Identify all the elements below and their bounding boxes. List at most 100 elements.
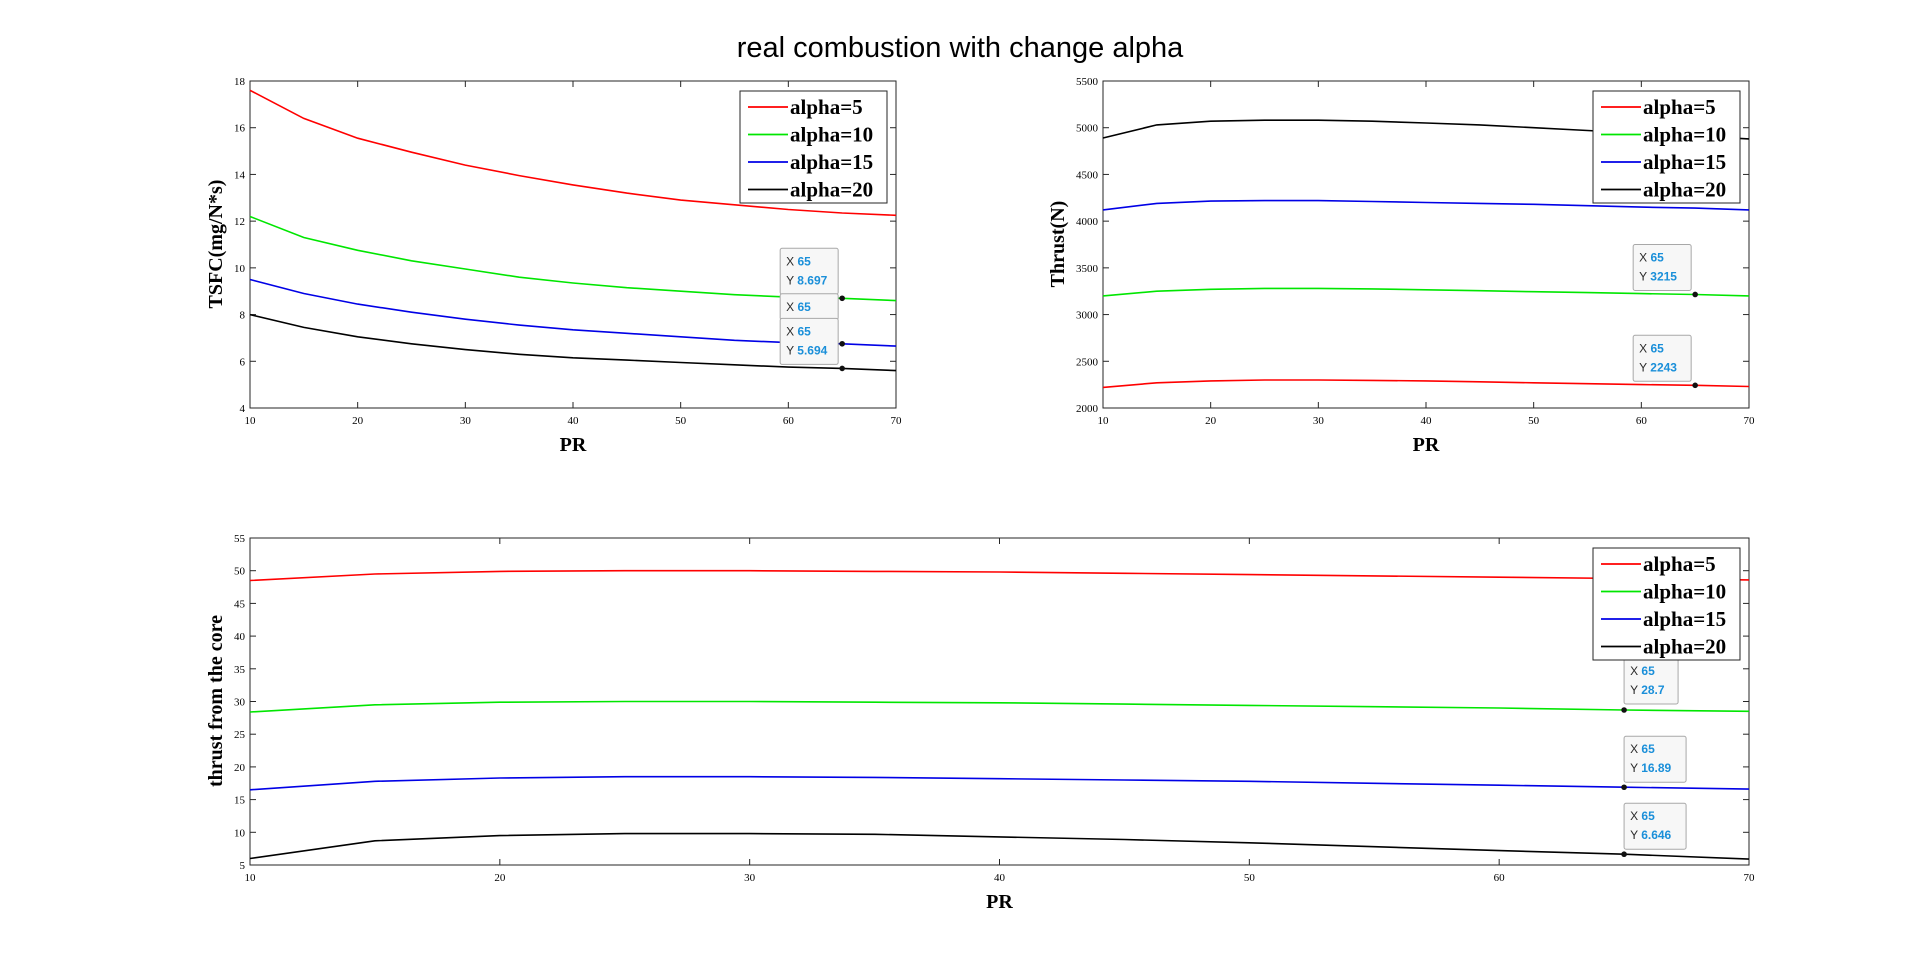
x-tick-label: 70 [1744,872,1756,884]
y-tick-label: 35 [234,664,246,676]
datatip-marker [1692,291,1698,298]
datatip: X 65Y 8.697 [779,247,839,295]
legend-label: alpha=10 [1643,580,1726,604]
datatip-marker [839,295,845,302]
subplot-3: 10 20 30 40 50 60 70510152025303540455055PRthr… [205,533,1755,913]
y-tick-label: 25 [234,729,246,741]
x-tick-label: 10 [245,872,257,884]
subplots: 10 20 30 40 50 60 70 4 6 8 10 12 14 16 18 PR TSFC(mg/N*s… [205,76,1755,913]
datatip-y-key: Y [786,343,797,357]
datatip-y-text: Y 5.694 [786,343,827,357]
datatip: X 65Y 5.694 [779,317,839,365]
datatip-x-value: 65 [1641,742,1655,756]
y-tick-label: 2500 [1076,356,1099,368]
y-tick-label: 5500 [1076,76,1099,88]
datatip-x-key: X [1639,341,1650,355]
legend-box [739,90,888,204]
subplot-2: 10 20 30 40 50 60 70 2000 2500 3000 3500 4000 4500 50… [1047,76,1755,456]
series-line-alpha=5 [249,89,897,217]
datatip-y-key: Y [1639,360,1650,374]
x-tick-label: 50 [1528,415,1540,427]
datatip-x-key: X [786,324,797,338]
y-tick-label: 5 [240,860,246,872]
y-tick-label: 30 [234,697,246,709]
x-tick-label: 20 [352,415,364,427]
axes-box [249,537,1750,866]
x-tick-label: 10 [1098,415,1110,427]
series-line-alpha=15 [249,775,1750,791]
legend-label: alpha=20 [790,178,873,202]
datatip: X 65 Y 3215 [1632,243,1692,291]
x-tick-label: 40 [994,872,1006,884]
datatip-x-text: X 65 [786,300,811,314]
datatip-x-text: X 65 [1639,341,1664,355]
legend-label: alpha=5 [1643,95,1716,119]
datatip-y-value: 3215 [1650,269,1677,283]
datatip: X 65Y 28.7 [1623,657,1679,705]
datatip-x-text: X 65 [1630,742,1655,756]
datatip-marker [839,340,845,347]
series-line-alpha=20 [249,832,1750,860]
datatip-marker [1692,382,1698,389]
series-line-alpha=15 [1102,199,1750,211]
y-tick-label: 4500 [1076,169,1099,181]
y-tick-label: 10 [234,263,246,275]
datatip-y-key: Y [786,273,797,287]
x-axis-label: PR [560,434,587,456]
x-tick-label: 70 [1744,415,1756,427]
x-tick-label: 60 [1636,415,1648,427]
y-tick-label: 20 [234,762,246,774]
datatip-y-value: 5.694 [797,343,827,357]
y-tick-label: 3500 [1076,263,1099,275]
legend-label: alpha=15 [1643,150,1726,174]
datatip-y-key: Y [1630,683,1641,697]
datatip-marker [839,365,845,372]
datatip-y-value: 16.89 [1641,761,1671,775]
datatip-marker [1621,707,1627,713]
datatip-x-key: X [786,254,797,268]
datatip-x-text: X 65 [1639,250,1664,264]
datatip-box [1632,243,1692,291]
y-tick-label: 55 [234,533,246,545]
y-tick-label: 18 [234,76,246,88]
datatip-y-value: 28.7 [1641,683,1665,697]
datatip-x-key: X [1630,664,1641,678]
datatip: X 65 [779,293,839,321]
x-tick-label: 60 [783,415,795,427]
y-tick-label: 5000 [1076,123,1099,135]
datatip: X 65Y 6.646 [1623,802,1687,850]
legend: alpha=5 alpha=10 alpha=15 alpha=20 [739,90,888,204]
x-tick-label: 30 [1313,415,1325,427]
series-line-alpha=20 [249,313,897,372]
datatip: X 65Y 2243 [1632,334,1692,382]
x-tick-label: 20 [494,872,506,884]
legend-label: alpha=15 [1643,607,1726,631]
series-line-alpha=10 [249,700,1750,713]
x-tick-label: 50 [675,415,687,427]
legend-label: alpha=5 [790,95,863,119]
datatip-x-key: X [1639,250,1650,264]
legend-label: alpha=20 [1643,635,1726,659]
datatip-box [1623,735,1687,783]
x-tick-label: 30 [744,872,756,884]
x-tick-label: 20 [1205,415,1217,427]
x-tick-label: 40 [1421,415,1433,427]
datatip-x-value: 65 [1641,664,1655,678]
legend-label: alpha=10 [1643,123,1726,147]
y-tick-label: 12 [234,216,245,228]
datatip-box [1623,802,1687,850]
y-tick-label: 14 [234,169,246,181]
x-tick-label: 30 [460,415,472,427]
legend-label: alpha=20 [1643,178,1726,202]
datatip-y-key: Y [1630,761,1641,775]
datatip-x-key: X [1630,742,1641,756]
datatip-x-value: 65 [798,254,812,268]
datatip-marker [1621,851,1627,858]
y-tick-label: 10 [234,827,246,839]
y-axis-label: Thrust(N) [1047,201,1069,288]
y-tick-label: 8 [240,310,246,322]
datatip-y-key: Y [1630,828,1641,842]
x-tick-label: 40 [568,415,580,427]
x-tick-label: 70 [891,415,903,427]
datatip-y-key: Y [1639,269,1650,283]
